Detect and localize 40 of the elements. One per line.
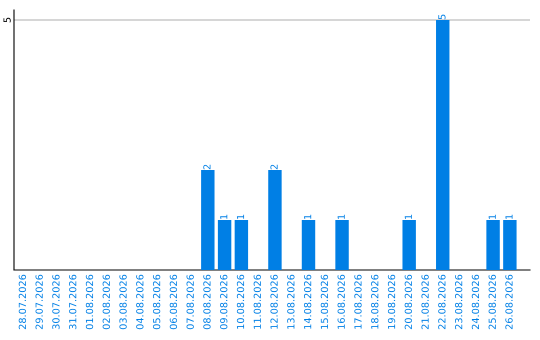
x-tick-label: 31.07.2026 <box>69 274 76 330</box>
x-tick-label: 28.07.2026 <box>18 274 26 330</box>
x-tick-label: 07.08.2026 <box>186 274 194 330</box>
data-label: 1 <box>338 214 345 219</box>
x-tick-label: 13.08.2026 <box>287 274 295 329</box>
x-tick-label: 14.08.2026 <box>304 274 312 329</box>
x-tick-label: 10.08.2026 <box>236 274 244 329</box>
data-label: 2 <box>203 164 210 170</box>
data-label: 1 <box>220 214 228 219</box>
x-tick-label: 05.08.2026 <box>152 274 160 330</box>
data-label: 1 <box>488 214 496 219</box>
x-tick-label: 30.07.2026 <box>52 274 60 330</box>
x-tick-label: 29.07.2026 <box>35 274 43 330</box>
x-tick-label: 18.08.2026 <box>371 274 378 329</box>
x-tick-label: 17.08.2026 <box>354 274 362 329</box>
data-label: 5 <box>438 14 446 20</box>
x-tick-label: 12.08.2026 <box>270 274 278 329</box>
x-tick-label: 20.08.2026 <box>404 274 412 330</box>
x-tick-label: 08.08.2026 <box>203 274 211 330</box>
data-label: 2 <box>270 164 278 170</box>
data-label: 1 <box>236 214 244 219</box>
x-tick-label: 24.08.2026 <box>472 274 480 330</box>
x-tick-label: 22.08.2026 <box>438 274 446 330</box>
x-tick-label: 02.08.2026 <box>102 274 110 330</box>
data-label: 1 <box>505 214 513 219</box>
x-tick-label: 26.08.2026 <box>505 274 513 330</box>
x-tick-label: 19.08.2026 <box>388 274 396 329</box>
x-tick-label: 06.08.2026 <box>170 274 178 330</box>
x-tick-label: 16.08.2026 <box>338 274 345 329</box>
x-tick-label: 01.08.2026 <box>86 274 94 330</box>
x-tick-label: 09.08.2026 <box>220 274 228 330</box>
x-tick-label: 11.08.2026 <box>254 274 261 329</box>
x-tick-label: 15.08.2026 <box>320 274 328 329</box>
data-label: 1 <box>404 214 412 219</box>
x-tick-label: 25.08.2026 <box>488 274 496 330</box>
data-label: 1 <box>304 214 312 219</box>
x-tick-label: 03.08.2026 <box>119 274 127 330</box>
x-tick-label: 21.08.2026 <box>421 274 429 330</box>
x-tick-label: 04.08.2026 <box>136 274 144 330</box>
x-tick-label: 23.08.2026 <box>454 274 462 330</box>
